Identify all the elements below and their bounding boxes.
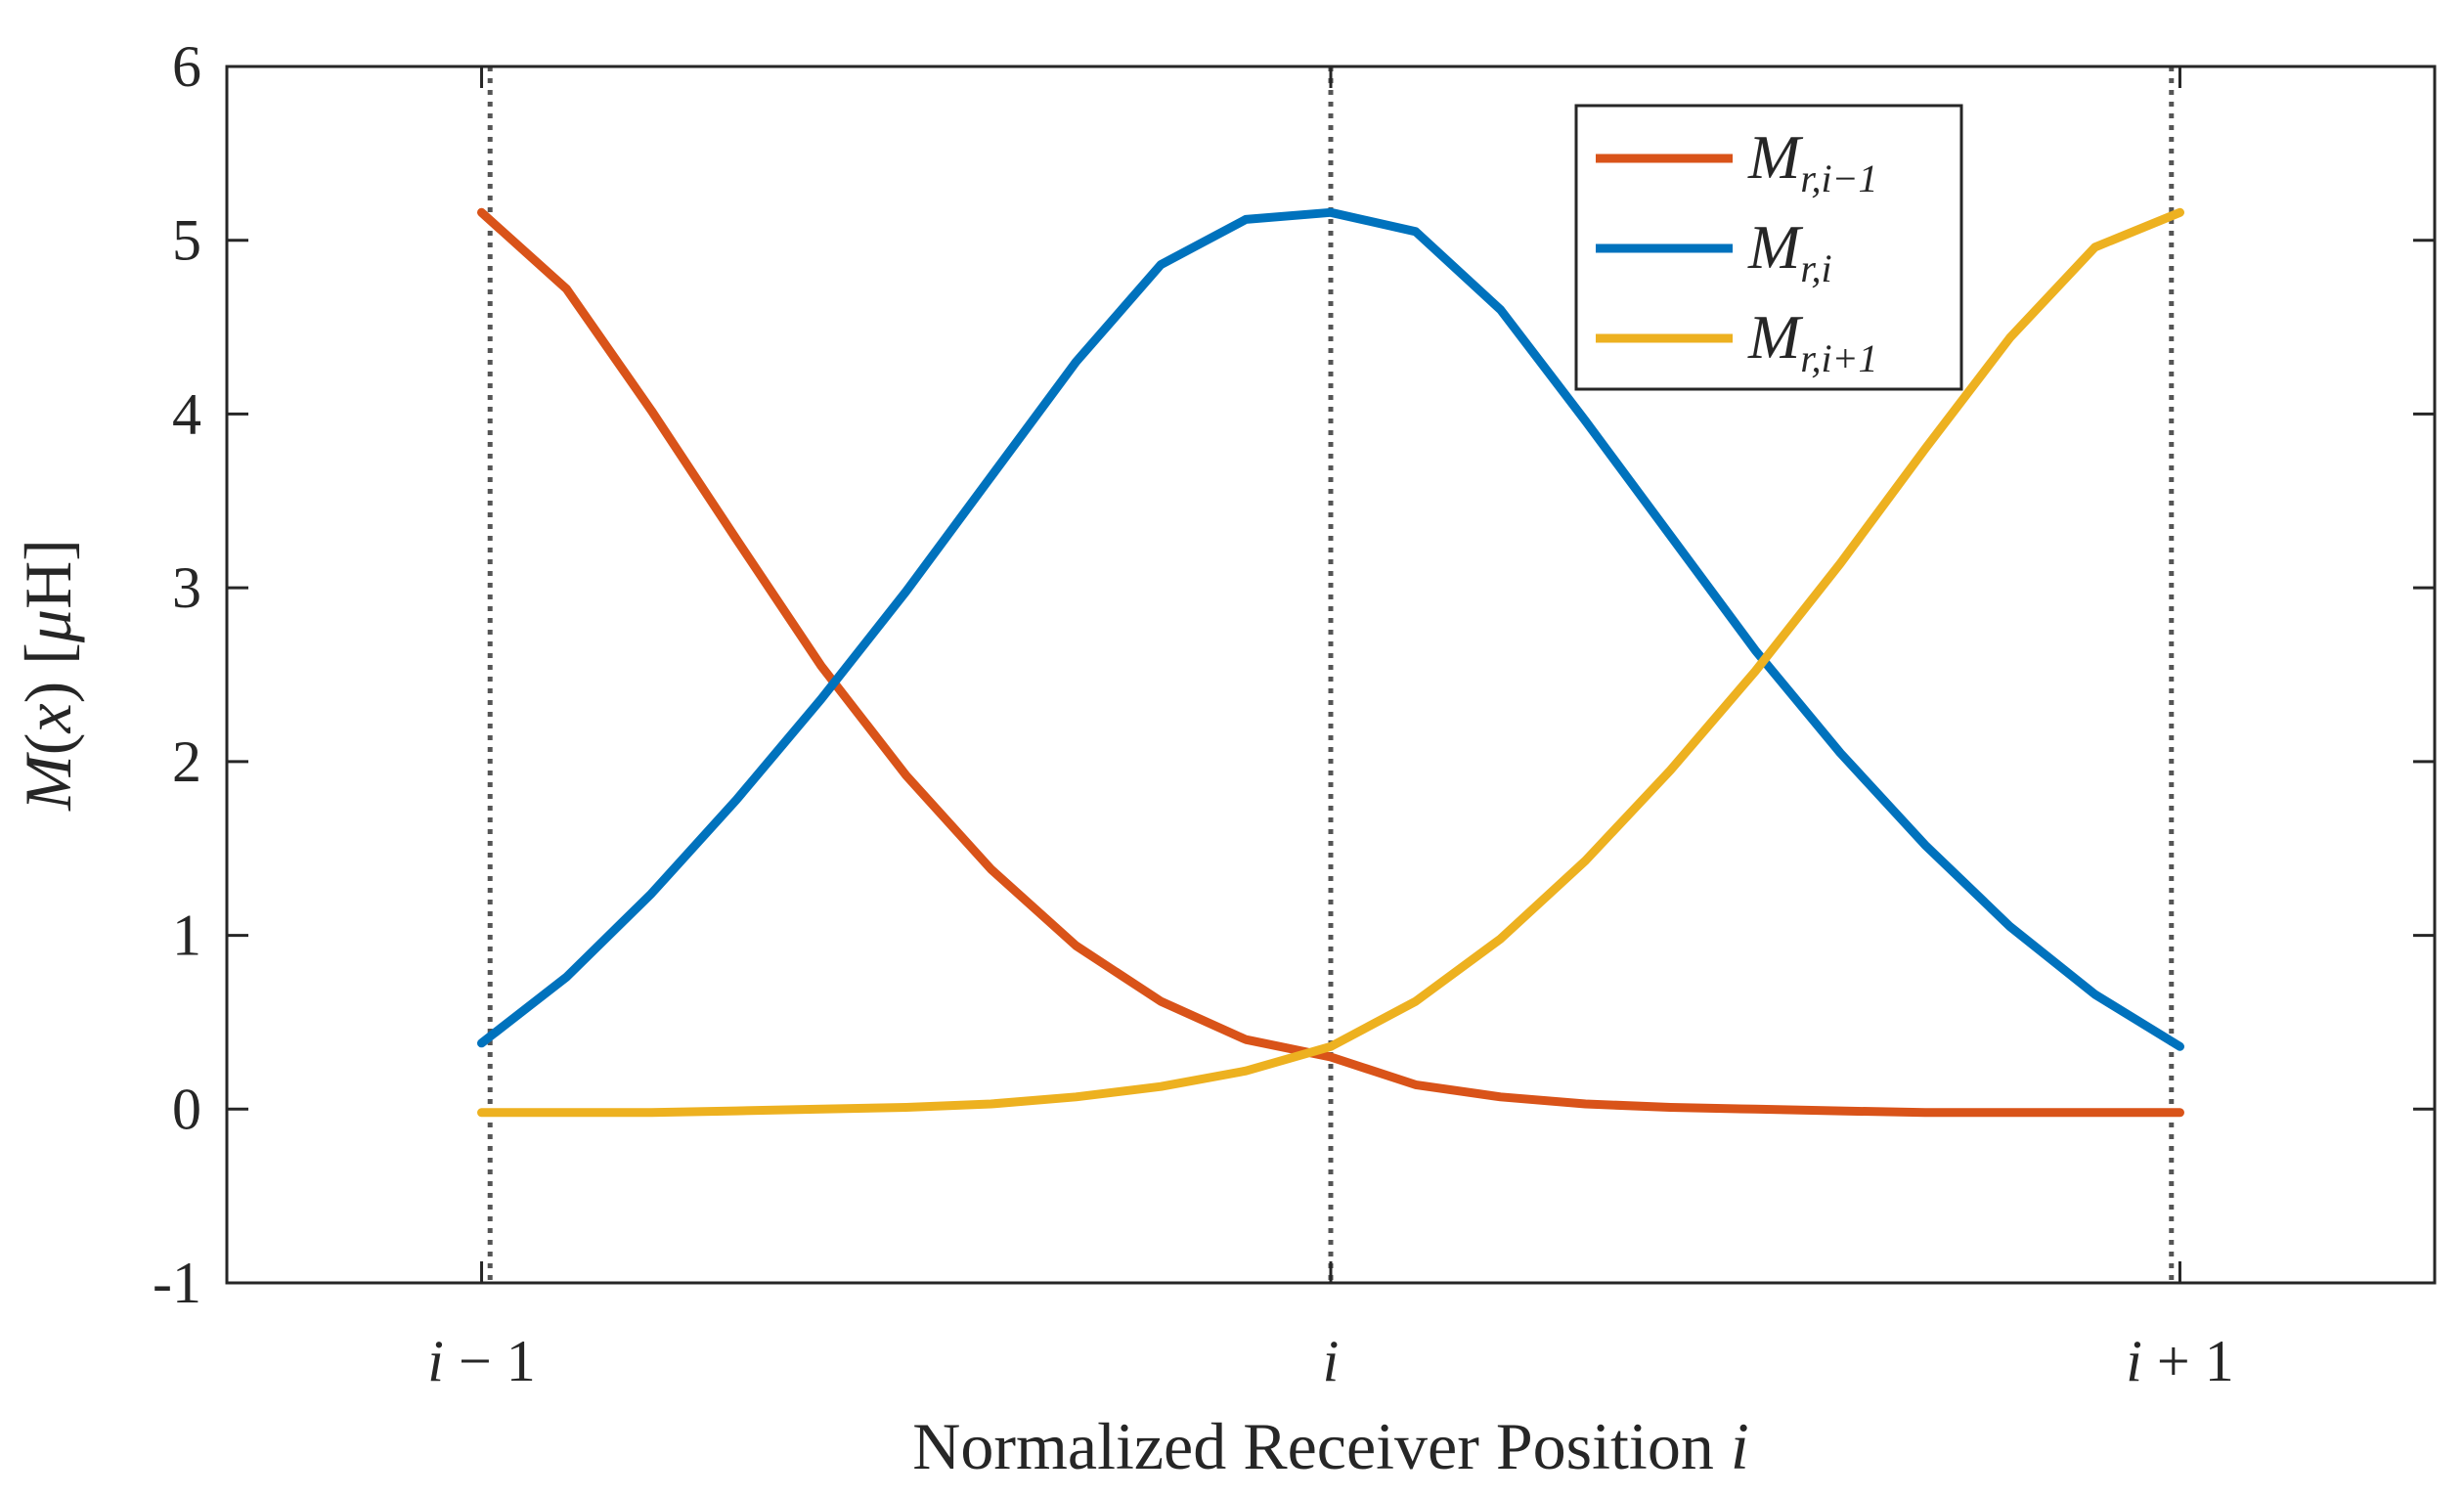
y-tick-labels: -1 0 1 2 3 4 5 6 xyxy=(153,34,201,1315)
vertical-reference-lines xyxy=(487,66,2175,1283)
series-line-3 xyxy=(477,207,2184,1118)
legend: Mr,i−1 Mr,i Mr,i+1 xyxy=(1574,104,1963,391)
y-tick-label: 5 xyxy=(172,208,201,273)
y-tick-label: 4 xyxy=(172,381,201,446)
x-tick-label: i + 1 xyxy=(2126,1329,2234,1393)
series-lines xyxy=(477,207,2184,1118)
y-tick-label: -1 xyxy=(153,1251,201,1315)
y-tick-label: 1 xyxy=(172,903,201,968)
x-axis-title: Normalized Receiver Position i xyxy=(912,1409,1748,1483)
axis-ticks xyxy=(227,65,2435,1285)
legend-label-3: Mr,i+1 xyxy=(1747,302,1878,380)
y-tick-label: 2 xyxy=(172,729,201,794)
x-tick-labels: i − 1 i i + 1 xyxy=(427,1329,2233,1393)
y-axis-title: M(x) [μH] xyxy=(11,539,85,812)
y-tick-label: 6 xyxy=(172,34,201,99)
legend-label-1: Mr,i−1 xyxy=(1747,122,1878,200)
x-tick-label: i xyxy=(1323,1329,1340,1393)
series-line-2 xyxy=(477,207,2184,1051)
y-tick-label: 3 xyxy=(172,555,201,620)
y-tick-label: 0 xyxy=(172,1077,201,1141)
series-line-1 xyxy=(477,207,2184,1118)
legend-label-2: Mr,i xyxy=(1747,212,1832,290)
x-tick-label: i − 1 xyxy=(427,1329,536,1393)
